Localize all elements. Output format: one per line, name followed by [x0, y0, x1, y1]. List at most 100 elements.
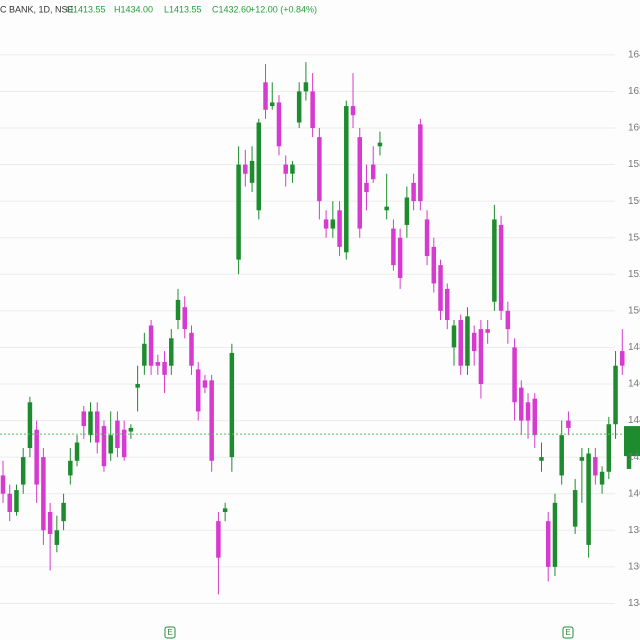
candle-body [344, 106, 349, 253]
session-marker-box [164, 626, 176, 639]
candle-body [34, 429, 39, 485]
candle-body [121, 429, 127, 458]
candle-body [411, 182, 416, 202]
y-tick-label: 1640 [628, 49, 640, 60]
candle-body [81, 411, 87, 427]
candle-body [485, 329, 490, 333]
candle-body [431, 246, 437, 284]
candle-body [539, 457, 544, 461]
candle-body [189, 332, 194, 366]
candle-body [512, 347, 517, 403]
candle-body [148, 325, 154, 366]
candle-body [593, 457, 598, 476]
candle-body [438, 265, 443, 311]
y-tick-label: 1500 [628, 305, 640, 316]
candle-body [404, 197, 410, 225]
candle-body [169, 338, 174, 366]
candle-body [20, 457, 26, 485]
candle-body [256, 122, 262, 211]
candle-body [7, 493, 12, 512]
candle-body [337, 210, 342, 247]
candle-body [424, 219, 430, 256]
candle-body [108, 435, 113, 454]
candle-body [391, 228, 396, 266]
candle-body [182, 307, 187, 330]
candle-body [579, 457, 585, 461]
candle-body [276, 102, 282, 147]
session-marker-box [562, 626, 574, 639]
candle-body [572, 490, 578, 527]
candle-body [47, 512, 53, 534]
candle-body [216, 521, 221, 558]
candle-body [370, 164, 376, 180]
y-tick-label: 1420 [628, 452, 640, 463]
candle-body [330, 219, 336, 229]
candle-body [505, 310, 511, 330]
session-marker: E [167, 628, 172, 637]
y-tick-label: 1600 [628, 123, 640, 134]
candle-body [296, 91, 302, 123]
y-tick-label: 1440 [628, 415, 640, 426]
y-tick-label: 1480 [628, 342, 640, 353]
candle-body [303, 82, 309, 92]
candle-body [222, 508, 228, 512]
legend-high: H1434.00 [114, 4, 153, 14]
session-marker: E [565, 628, 570, 637]
candle-body [249, 160, 255, 183]
candle-body [142, 343, 147, 366]
y-tick-label: 1380 [628, 525, 640, 536]
candle-body [195, 369, 201, 412]
y-tick-label: 1620 [628, 86, 640, 97]
candle-body [162, 362, 167, 375]
candle-body [283, 164, 288, 174]
candle-body [492, 219, 497, 302]
legend-low: L1413.55 [164, 4, 202, 14]
y-tick-label: 1560 [628, 196, 640, 207]
candle-body [519, 387, 524, 421]
candle-body [323, 219, 329, 229]
y-tick-label: 1360 [628, 561, 640, 572]
candle-body [545, 521, 551, 567]
candle-body [350, 106, 356, 116]
candle-body [243, 164, 248, 174]
candle-body [175, 299, 181, 320]
candle-body [68, 460, 73, 476]
candle-body [465, 316, 470, 366]
candle-body [14, 490, 19, 512]
y-tick-label: 1540 [628, 232, 640, 243]
candles [0, 62, 640, 595]
y-tick-label: 1580 [628, 159, 640, 170]
candle-body [418, 124, 423, 202]
candle-body [94, 411, 100, 443]
candle-body [525, 402, 531, 421]
candle-body [236, 164, 241, 260]
candle-body [135, 384, 140, 388]
legend-change: +12.00 (+0.84%) [250, 4, 317, 14]
symbol: C BANK, 1D, NSE [0, 4, 74, 14]
candle-body [209, 380, 214, 461]
candle-body [290, 164, 295, 174]
candle-body [377, 142, 383, 147]
candle-body [498, 224, 504, 311]
candle-body [364, 182, 369, 192]
candle-body [155, 362, 161, 366]
candle-body [88, 411, 93, 436]
candle-body [269, 102, 275, 107]
candle-body [532, 398, 538, 436]
candle-body [384, 206, 389, 211]
price-tag [624, 426, 640, 457]
candle-body [41, 457, 46, 531]
grid [0, 54, 615, 604]
candle-body [0, 475, 6, 494]
candle-body [202, 380, 208, 388]
candle-body [606, 424, 612, 472]
candle-body [620, 351, 625, 366]
candle-body [317, 137, 322, 202]
candle-body [128, 427, 134, 432]
candle-body [101, 426, 107, 467]
candle-body [310, 91, 315, 128]
candle-body [74, 442, 80, 461]
candle-body [54, 530, 60, 545]
